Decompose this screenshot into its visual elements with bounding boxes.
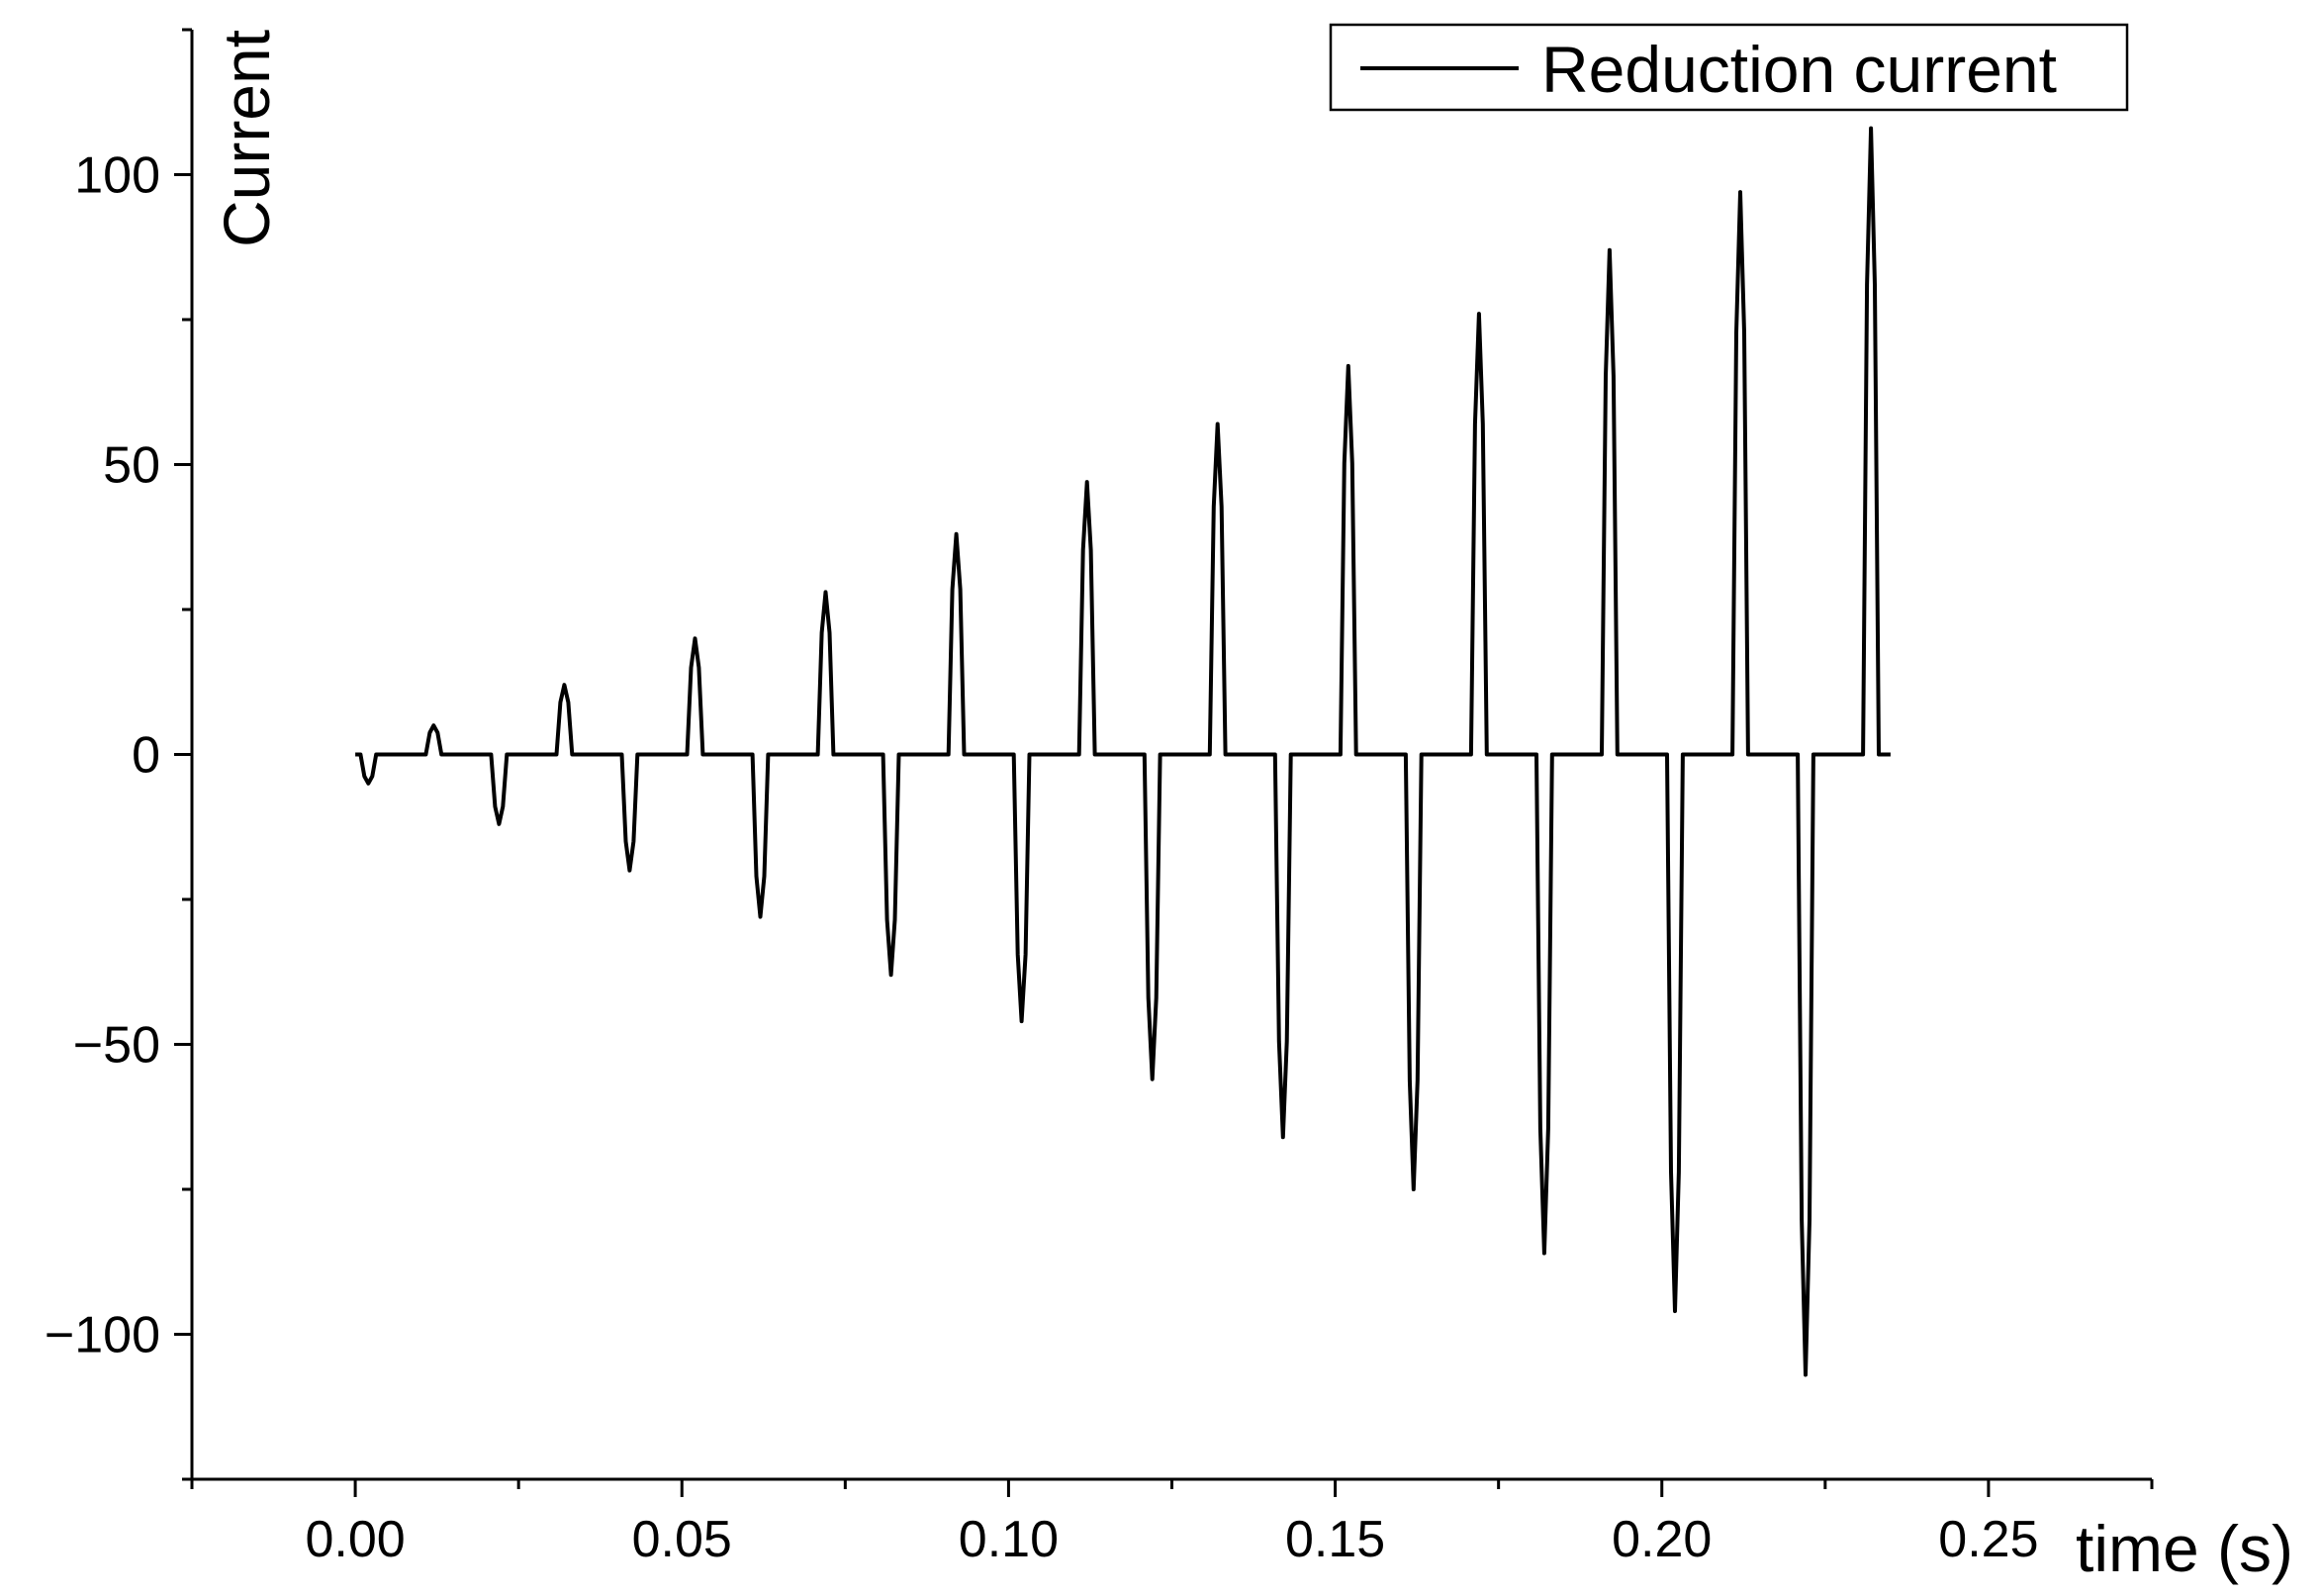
x-tick-label: 0.15 [1285, 1511, 1385, 1568]
y-tick-label: −100 [45, 1307, 160, 1364]
x-tick-label: 0.05 [632, 1511, 732, 1568]
y-tick-label: 0 [132, 727, 160, 785]
series-layer [355, 126, 1891, 1377]
y-axis-label: Current [210, 30, 283, 247]
y-tick-label: 50 [103, 437, 160, 495]
x-tick-label: 0.20 [1612, 1511, 1712, 1568]
x-axis-label: time (s) [2076, 1512, 2293, 1585]
series-line-reduction-current [355, 126, 1891, 1377]
legend: Reduction current [1329, 23, 2129, 112]
ticks: 0.00 0.05 0.10 0.15 0.20 0.25 −100 −50 0 50 100 [45, 28, 2154, 1568]
y-tick-label: −50 [73, 1017, 160, 1075]
x-tick-label: 0.00 [305, 1511, 405, 1568]
x-tick-label: 0.25 [1938, 1511, 2038, 1568]
y-tick-label: 100 [74, 147, 160, 205]
legend-label: Reduction current [1541, 33, 2057, 106]
x-tick-label: 0.10 [959, 1511, 1059, 1568]
